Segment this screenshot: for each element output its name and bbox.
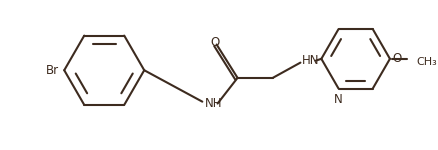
Text: CH₃: CH₃ (417, 57, 437, 67)
Text: HN: HN (302, 54, 320, 67)
Text: O: O (210, 36, 219, 49)
Text: N: N (334, 93, 343, 106)
Text: NH: NH (205, 97, 223, 110)
Text: Br: Br (46, 64, 60, 77)
Text: O: O (393, 52, 402, 65)
